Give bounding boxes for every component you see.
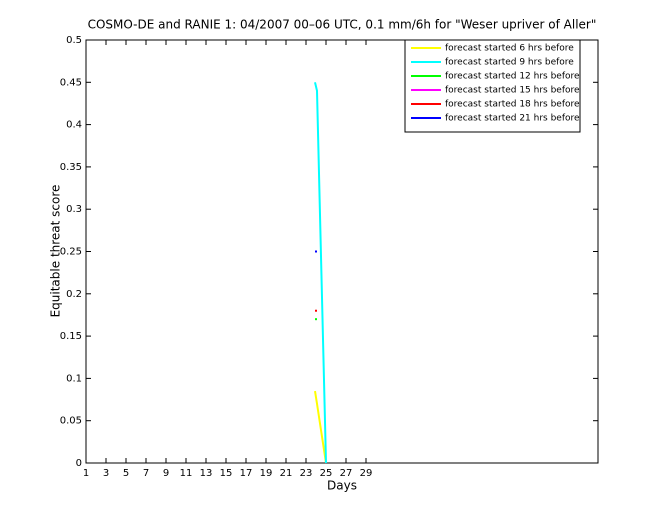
y-tick-label: 0.15 <box>60 331 82 342</box>
y-tick-label: 0.3 <box>66 204 82 215</box>
legend-label: forecast started 9 hrs before <box>445 58 574 68</box>
x-tick-label: 1 <box>83 468 89 479</box>
x-tick-label: 25 <box>320 468 333 479</box>
x-axis-label: Days <box>327 479 357 493</box>
x-tick-label: 3 <box>103 468 109 479</box>
legend-label: forecast started 15 hrs before <box>445 86 580 96</box>
y-tick-label: 0.35 <box>60 162 82 173</box>
x-tick-label: 29 <box>360 468 373 479</box>
x-tick-label: 27 <box>340 468 353 479</box>
x-tick-label: 11 <box>180 468 193 479</box>
y-tick-label: 0.25 <box>60 247 82 258</box>
y-axis-label: Equitable threat score <box>49 185 63 318</box>
y-tick-label: 0.5 <box>66 35 82 46</box>
y-tick-label: 0.05 <box>60 416 82 427</box>
x-tick-label: 5 <box>123 468 129 479</box>
series-line <box>314 390 327 464</box>
x-tick-label: 19 <box>260 468 273 479</box>
y-tick-label: 0 <box>76 458 82 469</box>
y-tick-label: 0.45 <box>60 77 82 88</box>
y-tick-label: 0.2 <box>66 289 82 300</box>
legend-label: forecast started 6 hrs before <box>445 44 574 54</box>
x-tick-label: 23 <box>300 468 313 479</box>
y-tick-label: 0.4 <box>66 120 82 131</box>
legend-label: forecast started 21 hrs before <box>445 114 580 124</box>
x-tick-label: 9 <box>163 468 169 479</box>
legend-label: forecast started 12 hrs before <box>445 72 580 82</box>
legend-box <box>404 39 581 133</box>
legend-label: forecast started 18 hrs before <box>445 100 580 110</box>
x-tick-label: 13 <box>200 468 213 479</box>
x-tick-label: 21 <box>280 468 293 479</box>
x-tick-label: 7 <box>143 468 149 479</box>
x-tick-label: 17 <box>240 468 253 479</box>
y-tick-label: 0.1 <box>66 373 82 384</box>
x-tick-label: 15 <box>220 468 233 479</box>
series-line <box>314 82 327 464</box>
chart-title: COSMO-DE and RANIE 1: 04/2007 00–06 UTC,… <box>88 18 597 32</box>
